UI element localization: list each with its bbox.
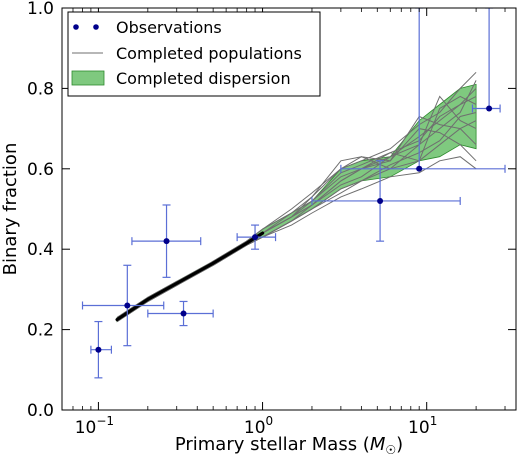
observation-point <box>311 160 461 242</box>
y-tick-label: 1.0 <box>27 0 54 19</box>
y-tick-label: 0.0 <box>27 401 54 421</box>
observation-point <box>340 8 506 173</box>
y-tick-label: 0.4 <box>27 240 54 260</box>
observation-point <box>81 264 165 347</box>
legend-box <box>67 11 321 97</box>
observation-marker <box>486 105 493 112</box>
legend-dispersion-label: Completed dispersion <box>116 69 291 88</box>
observation-marker <box>252 234 259 241</box>
observations-layer <box>81 8 506 379</box>
observation-marker <box>95 346 102 353</box>
x-tick-label: 100 <box>244 414 273 438</box>
legend-observations-marker <box>93 24 99 30</box>
ticks-layer: 0.0 0.2 0.4 0.6 0.8 1.0 10−1 100 101 <box>27 0 516 438</box>
observation-marker <box>416 165 423 172</box>
legend-dispersion-swatch <box>71 70 105 86</box>
mean-layer <box>115 231 265 322</box>
observation-point <box>236 224 277 250</box>
plot-area <box>81 8 506 379</box>
observation-marker <box>163 238 170 245</box>
observation-marker <box>377 197 384 204</box>
observation-point <box>131 204 202 278</box>
y-axis-label: Binary fraction <box>0 143 21 276</box>
observation-point <box>90 320 113 379</box>
legend-observations-marker <box>73 24 79 30</box>
y-tick-label: 0.8 <box>27 79 54 99</box>
legend: Observations Completed populations Compl… <box>67 11 321 97</box>
observation-marker <box>124 302 131 309</box>
x-axis-label: Primary stellar Mass (M☉) <box>175 434 403 457</box>
mean-line <box>115 231 265 322</box>
x-tick-label: 101 <box>408 414 437 438</box>
observation-marker <box>180 310 187 317</box>
x-tick-label: 10−1 <box>75 414 114 438</box>
plot-frame <box>61 7 517 411</box>
observation-point <box>147 300 214 327</box>
y-tick-label: 0.2 <box>27 321 54 341</box>
legend-populations-label: Completed populations <box>116 44 302 63</box>
observation-point <box>471 8 501 113</box>
y-tick-label: 0.6 <box>27 160 54 180</box>
legend-observations-label: Observations <box>116 18 222 37</box>
